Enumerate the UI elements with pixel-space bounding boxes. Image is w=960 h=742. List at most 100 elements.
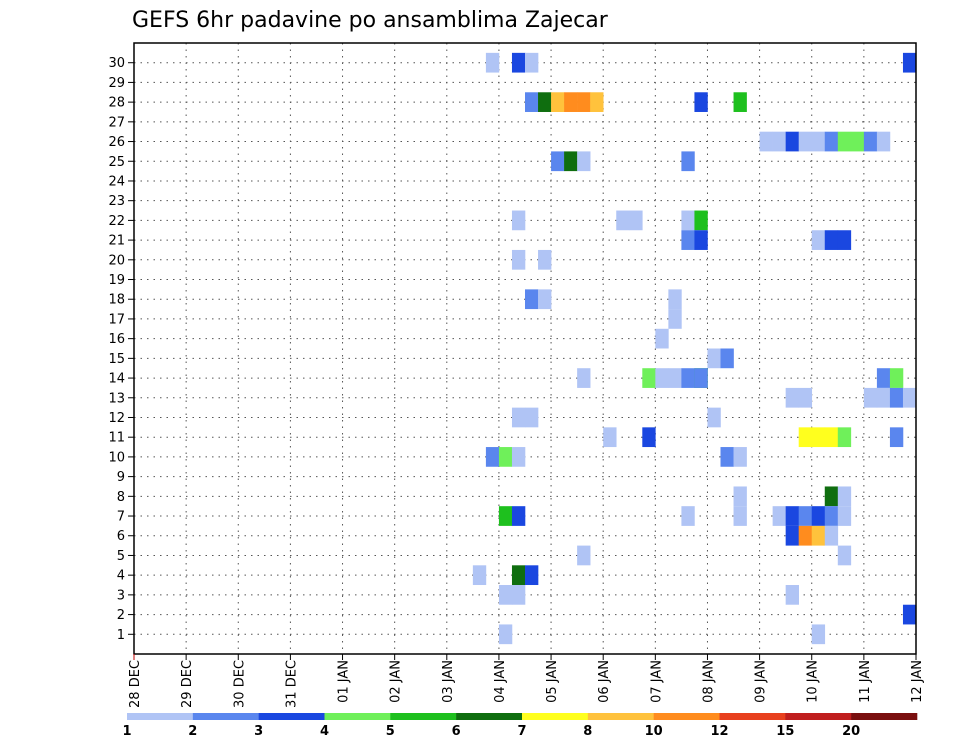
x-tick-label: 06 JAN <box>597 660 612 703</box>
legend-swatch <box>192 713 259 720</box>
y-tick-label: 5 <box>117 549 125 564</box>
y-tick-label: 6 <box>117 529 125 544</box>
legend-swatch <box>587 713 654 720</box>
heatmap-cell <box>902 387 917 408</box>
heatmap-cell <box>681 368 695 388</box>
x-tick-label: 04 JAN <box>493 660 508 703</box>
y-tick-label: 11 <box>108 431 125 446</box>
heatmap-cell <box>707 407 721 428</box>
heatmap-cell <box>577 368 591 388</box>
legend-label: 4 <box>320 724 329 739</box>
y-tick-label: 21 <box>108 234 125 249</box>
heatmap-cell <box>694 368 708 388</box>
heatmap-cell <box>733 447 747 467</box>
heatmap-cell <box>811 506 826 526</box>
legend-label: 1 <box>122 724 131 739</box>
heatmap-cell <box>564 151 578 172</box>
heatmap-cell <box>616 210 630 231</box>
heatmap-cell <box>837 131 852 152</box>
heatmap-cell <box>485 447 500 467</box>
heatmap-cell <box>785 525 799 546</box>
heatmap-cell <box>876 131 891 152</box>
y-tick-label: 10 <box>108 450 125 465</box>
heatmap-cell <box>707 348 721 369</box>
heatmap-cell <box>577 545 591 566</box>
heatmap-cell <box>811 230 826 250</box>
heatmap-cell <box>538 249 552 270</box>
heatmap-cell <box>577 92 591 112</box>
heatmap-cell <box>824 486 839 507</box>
heatmap-cell <box>785 131 799 152</box>
x-tick-label: 12 JAN <box>910 660 925 703</box>
heatmap-cell <box>655 328 669 349</box>
y-tick-label: 1 <box>117 628 125 643</box>
heatmap-cell <box>551 151 565 172</box>
heatmap-cell <box>668 309 682 329</box>
legend: 1 2 3 4 5 6 7 8 10 12 15 20 <box>122 713 918 739</box>
heatmap-cell <box>798 131 813 152</box>
heatmap-cell <box>511 447 526 467</box>
chart-title: GEFS 6hr padavine po ansamblima Zajecar <box>132 8 609 33</box>
y-tick-label: 17 <box>108 312 125 327</box>
heatmap-cell <box>889 427 904 448</box>
y-tick-label: 27 <box>108 115 125 130</box>
x-tick-label: 28 DEC <box>128 660 143 708</box>
heatmap-cell <box>681 506 695 526</box>
heatmap-cell <box>837 427 852 448</box>
heatmap-cell <box>511 249 526 270</box>
x-tick-label: 30 DEC <box>232 660 247 708</box>
heatmap-cell <box>668 289 682 310</box>
heatmap-cell <box>642 368 656 388</box>
y-tick-label: 30 <box>108 56 125 71</box>
y-tick-label: 15 <box>108 352 125 367</box>
heatmap-cell <box>511 585 526 605</box>
y-axis: 1234567891011121314151617181920212223242… <box>108 56 134 643</box>
x-axis: 28 DEC 29 DEC 30 DEC 31 DEC 01 JAN 02 JAN 03 J… <box>128 654 925 708</box>
heatmap-cell <box>772 131 786 152</box>
heatmap-cell <box>694 92 708 112</box>
y-tick-label: 28 <box>108 96 125 111</box>
y-tick-label: 8 <box>117 490 125 505</box>
grid <box>133 43 917 654</box>
heatmap-cell <box>694 210 708 231</box>
heatmap-cell <box>863 131 878 152</box>
heatmap-cell <box>798 387 813 408</box>
heatmap-cell <box>525 52 539 73</box>
heatmap-cell <box>798 506 813 526</box>
legend-swatch <box>522 713 589 720</box>
heatmap-cell <box>863 387 878 408</box>
y-tick-label: 19 <box>108 273 125 288</box>
legend-swatch <box>390 713 457 720</box>
x-tick-label: 10 JAN <box>806 660 821 703</box>
heatmap-cell <box>824 230 839 250</box>
heatmap-cell <box>668 368 682 388</box>
heatmap-cell <box>642 427 656 448</box>
heatmap-cell <box>824 427 839 448</box>
heatmap-cell <box>681 151 695 172</box>
heatmap-cell <box>577 151 591 172</box>
heatmap-cell <box>538 289 552 310</box>
x-tick-label: 03 JAN <box>441 660 456 703</box>
heatmap-cell <box>564 92 578 112</box>
heatmap-cell <box>785 585 799 605</box>
y-tick-label: 3 <box>117 588 125 603</box>
heatmap-cell <box>655 368 669 388</box>
heatmap-cell <box>551 92 565 112</box>
y-tick-label: 16 <box>108 332 125 347</box>
legend-label: 10 <box>645 724 663 739</box>
legend-label: 2 <box>188 724 197 739</box>
heatmap-cell <box>590 92 604 112</box>
heatmap-cell <box>785 506 799 526</box>
legend-swatch <box>258 713 325 720</box>
legend-label: 5 <box>386 724 395 739</box>
heatmap-cell <box>772 506 786 526</box>
heatmap-cell <box>525 92 539 112</box>
y-tick-label: 2 <box>117 608 125 623</box>
y-tick-label: 4 <box>117 569 125 584</box>
legend-label: 15 <box>776 724 794 739</box>
heatmap-cell <box>811 427 826 448</box>
heatmap-cell <box>538 92 552 112</box>
y-tick-label: 9 <box>117 470 125 485</box>
heatmap-cell <box>498 447 513 467</box>
